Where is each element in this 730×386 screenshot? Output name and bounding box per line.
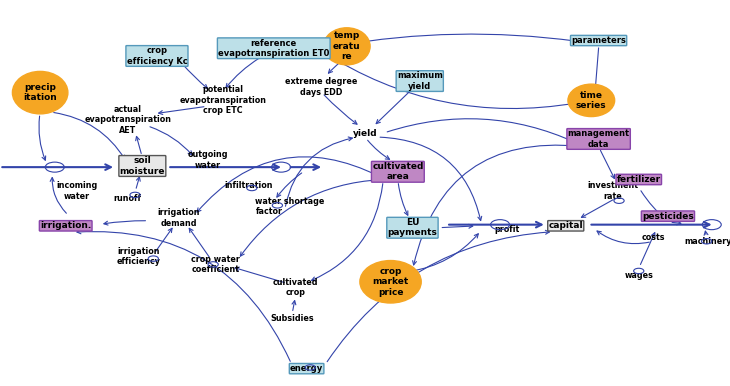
Text: water shortage
factor: water shortage factor — [255, 197, 325, 216]
FancyArrowPatch shape — [640, 233, 655, 264]
Text: wages: wages — [624, 271, 653, 281]
FancyArrowPatch shape — [376, 91, 410, 124]
Text: irrigation.: irrigation. — [40, 221, 91, 230]
FancyArrowPatch shape — [292, 301, 296, 310]
Text: pesticides: pesticides — [642, 212, 694, 221]
FancyArrowPatch shape — [337, 34, 576, 47]
FancyArrowPatch shape — [597, 231, 649, 244]
FancyArrowPatch shape — [77, 230, 291, 361]
Text: capital: capital — [548, 221, 583, 230]
FancyArrowPatch shape — [672, 221, 681, 225]
Ellipse shape — [323, 28, 370, 65]
FancyArrowPatch shape — [235, 267, 285, 283]
Text: management
data: management data — [567, 129, 630, 149]
Ellipse shape — [568, 84, 615, 117]
FancyArrowPatch shape — [158, 107, 204, 115]
FancyArrowPatch shape — [136, 136, 141, 154]
Text: outgoing
water: outgoing water — [188, 151, 228, 170]
FancyArrowPatch shape — [595, 48, 599, 93]
FancyArrowPatch shape — [323, 46, 328, 50]
Text: actual
evapotranspiration
AET: actual evapotranspiration AET — [84, 105, 172, 135]
Text: runoff: runoff — [114, 193, 142, 203]
Text: maximum
yield: maximum yield — [397, 71, 442, 91]
Text: time
series: time series — [576, 91, 607, 110]
FancyArrowPatch shape — [150, 127, 192, 155]
Text: yield: yield — [353, 129, 377, 138]
Text: crop water
coefficient: crop water coefficient — [191, 255, 239, 274]
Text: Subsidies: Subsidies — [270, 314, 314, 323]
Ellipse shape — [12, 71, 68, 114]
FancyArrowPatch shape — [312, 184, 383, 281]
Text: irrigation
efficiency: irrigation efficiency — [117, 247, 161, 266]
Text: EU
payments: EU payments — [388, 218, 437, 237]
FancyArrowPatch shape — [412, 145, 580, 265]
FancyArrowPatch shape — [197, 157, 380, 212]
FancyArrowPatch shape — [240, 180, 380, 256]
Text: infiltration: infiltration — [224, 181, 272, 190]
Text: fertilizer: fertilizer — [617, 175, 661, 184]
Text: machinery: machinery — [684, 237, 730, 246]
Text: soil
moisture: soil moisture — [120, 156, 165, 176]
FancyArrowPatch shape — [581, 200, 613, 217]
Text: crop
efficiency Kc: crop efficiency Kc — [126, 46, 188, 66]
Text: reference
evapotranspiration ET0: reference evapotranspiration ET0 — [218, 39, 329, 58]
FancyArrowPatch shape — [182, 63, 207, 88]
FancyArrowPatch shape — [380, 137, 482, 220]
FancyArrowPatch shape — [54, 113, 125, 159]
FancyArrowPatch shape — [39, 116, 46, 160]
Text: parameters: parameters — [571, 36, 626, 45]
Text: cultivated
crop: cultivated crop — [273, 278, 318, 297]
Text: irrigation
demand: irrigation demand — [158, 208, 200, 228]
Text: temp
eratu
re: temp eratu re — [333, 31, 361, 61]
FancyArrowPatch shape — [285, 137, 353, 206]
FancyArrowPatch shape — [155, 228, 172, 251]
FancyArrowPatch shape — [328, 63, 340, 73]
Text: cultivated
area: cultivated area — [372, 162, 423, 181]
Ellipse shape — [360, 261, 421, 303]
FancyArrowPatch shape — [368, 140, 390, 159]
Text: potential
evapotranspiration
crop ETC: potential evapotranspiration crop ETC — [179, 85, 266, 115]
FancyArrowPatch shape — [442, 224, 473, 228]
Text: costs: costs — [642, 233, 665, 242]
FancyArrowPatch shape — [226, 58, 259, 88]
FancyArrowPatch shape — [641, 191, 667, 220]
FancyArrowPatch shape — [704, 231, 708, 235]
FancyArrowPatch shape — [601, 151, 615, 178]
FancyArrowPatch shape — [50, 178, 66, 213]
Text: profit: profit — [495, 225, 520, 234]
FancyArrowPatch shape — [189, 229, 210, 257]
FancyArrowPatch shape — [324, 95, 357, 124]
FancyArrowPatch shape — [322, 51, 576, 108]
Text: precip
itation: precip itation — [23, 83, 57, 102]
Text: extreme degree
days EDD: extreme degree days EDD — [285, 77, 358, 96]
Text: crop
market
price: crop market price — [372, 267, 409, 297]
FancyArrowPatch shape — [137, 177, 140, 188]
Text: energy: energy — [290, 364, 323, 373]
FancyArrowPatch shape — [327, 230, 550, 362]
FancyArrowPatch shape — [277, 173, 301, 197]
FancyArrowPatch shape — [410, 234, 478, 271]
Text: investment
rate: investment rate — [588, 181, 639, 201]
FancyArrowPatch shape — [104, 221, 145, 225]
FancyArrowPatch shape — [387, 119, 575, 143]
FancyArrowPatch shape — [399, 184, 408, 215]
Text: incoming
water: incoming water — [56, 181, 97, 201]
